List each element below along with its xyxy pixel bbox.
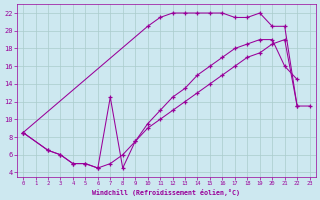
X-axis label: Windchill (Refroidissement éolien,°C): Windchill (Refroidissement éolien,°C)	[92, 189, 240, 196]
